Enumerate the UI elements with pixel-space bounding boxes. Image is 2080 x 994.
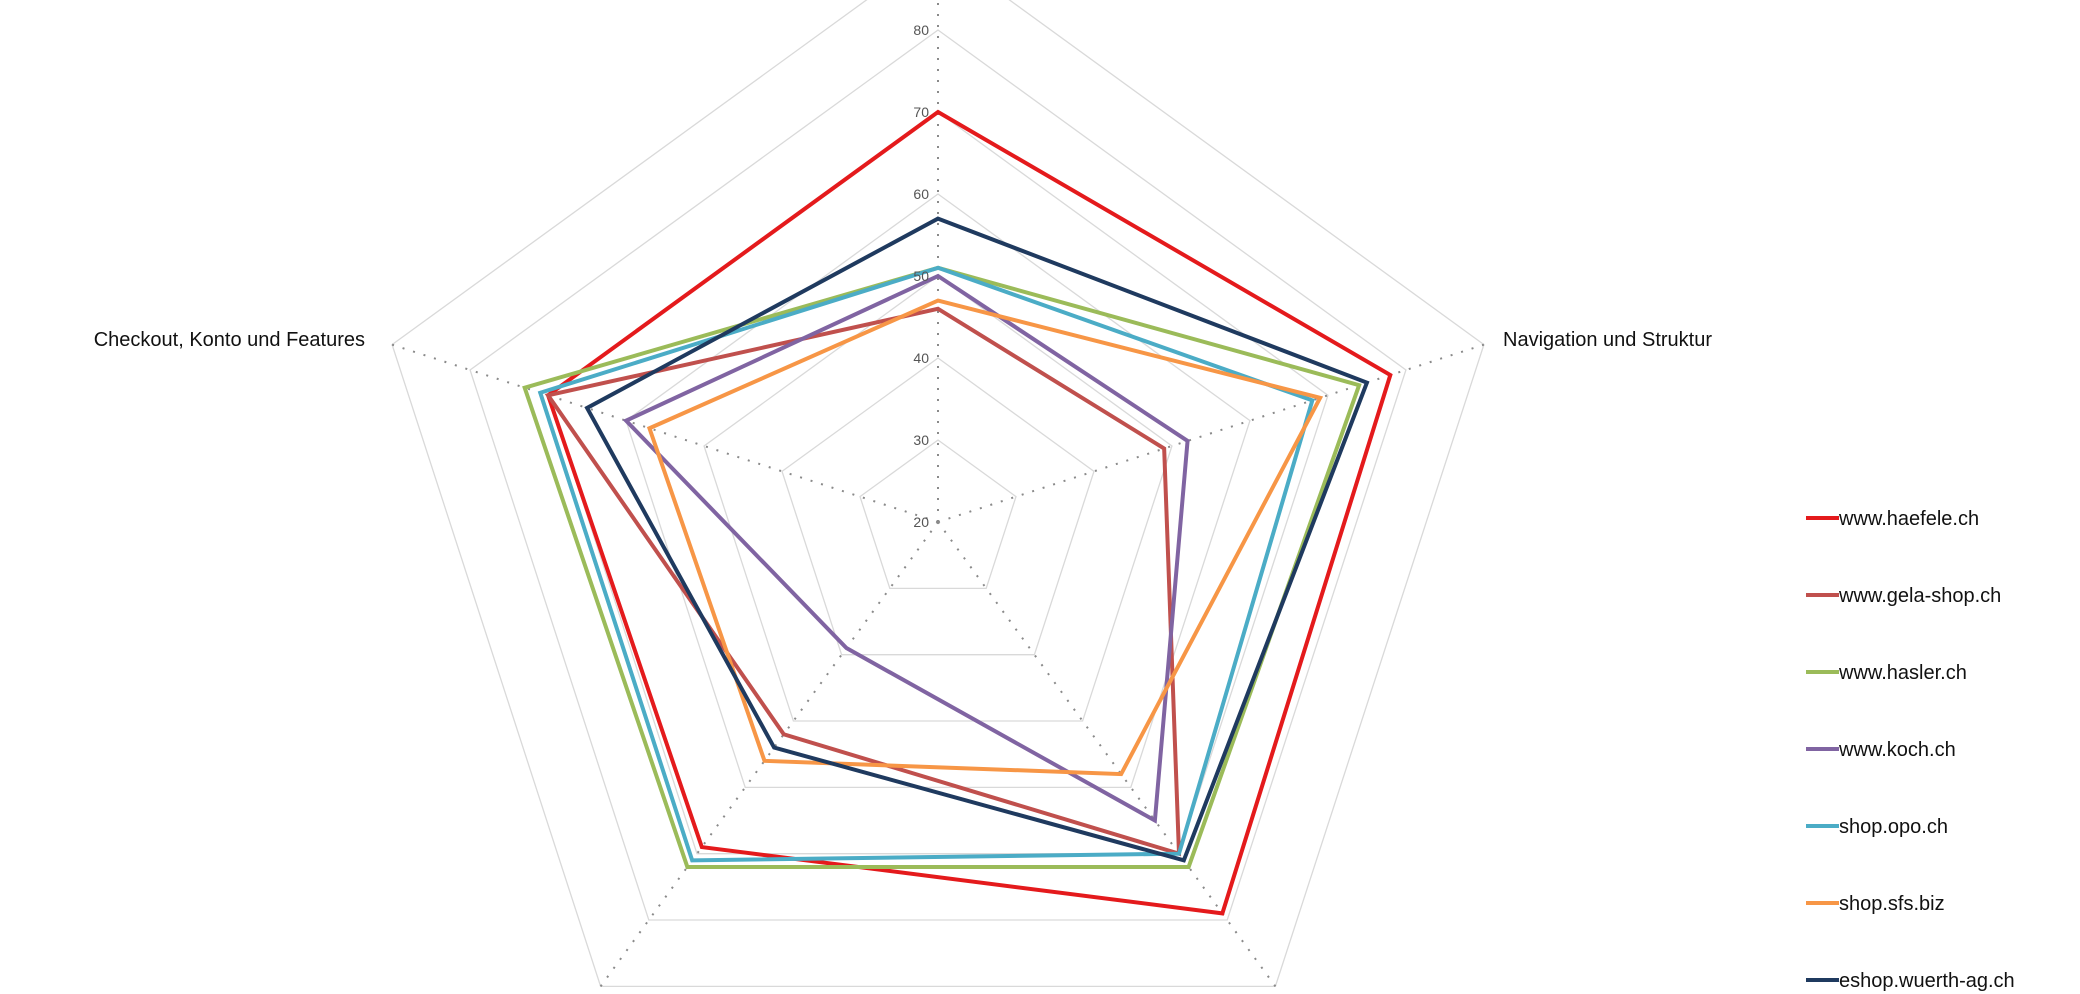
tick-label: 20: [913, 514, 929, 530]
series-line: [584, 216, 1370, 863]
legend: www.haefele.ch www.gela-shop.ch www.hasler…: [1806, 508, 2015, 992]
legend-entry: shop.sfs.biz: [1839, 893, 1945, 915]
legend-entry: www.hasler.ch: [1838, 662, 1967, 684]
radial-tick-labels: 20 30 40 50 60 70 80: [913, 22, 929, 530]
grid-ring: [703, 275, 1173, 722]
series-line: [522, 265, 1362, 869]
legend-entry: www.koch.ch: [1838, 739, 1956, 761]
grid-ring: [859, 439, 1017, 589]
tick-label: 30: [913, 432, 929, 448]
grid-ring: [781, 357, 1095, 656]
axis-label: Checkout, Konto und Features: [94, 329, 365, 351]
axis-spoke: [391, 343, 939, 523]
tick-label: 50: [913, 268, 929, 284]
radar-spokes: [391, 0, 1485, 987]
radar-grid: [391, 0, 1485, 988]
radar-series: [522, 109, 1393, 916]
series-line: [646, 298, 1324, 777]
axis-labels: Navigation und Struktur Checkout, Konto u…: [94, 329, 1713, 351]
axis-spoke: [599, 521, 939, 987]
tick-label: 70: [913, 104, 929, 120]
axis-label: Navigation und Struktur: [1503, 329, 1712, 351]
legend-entry: shop.opo.ch: [1839, 816, 1948, 838]
legend-entry: eshop.wuerth-ag.ch: [1839, 970, 2015, 992]
grid-ring: [469, 29, 1407, 921]
grid-ring: [625, 193, 1251, 789]
series-line: [622, 273, 1190, 824]
tick-label: 80: [913, 22, 929, 38]
grid-ring: [391, 0, 1485, 988]
axis-spoke: [937, 521, 1277, 987]
tick-label: 60: [913, 186, 929, 202]
axis-spoke: [937, 343, 1485, 523]
series-line: [545, 109, 1393, 916]
legend-entry: www.gela-shop.ch: [1838, 585, 2001, 607]
legend-entry: www.haefele.ch: [1838, 508, 1979, 530]
tick-label: 40: [913, 350, 929, 366]
series-line: [544, 306, 1182, 857]
